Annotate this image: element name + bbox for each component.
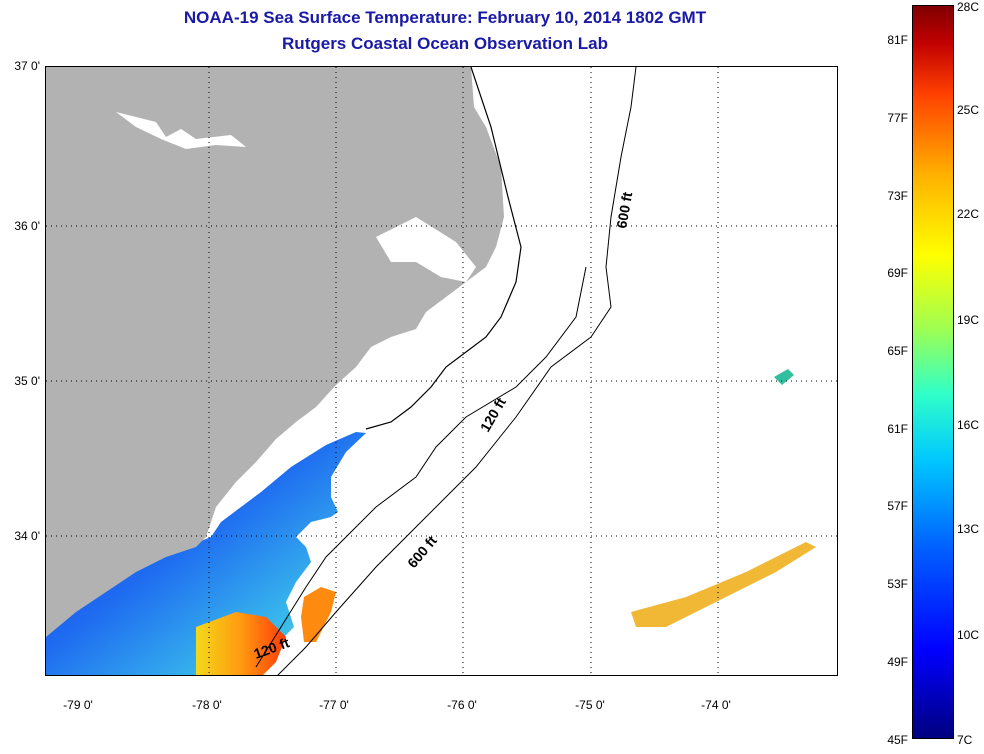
- lon-label-75: -75 0': [575, 698, 605, 712]
- colorbar-c-22: 22C: [957, 207, 980, 221]
- contour-label-600ft-north: 600 ft: [613, 190, 635, 229]
- temperature-colorbar: [912, 5, 954, 739]
- lat-label-35: 35 0': [14, 374, 40, 388]
- sst-coastal-patch: [46, 432, 366, 675]
- colorbar-f-57: 57F: [887, 499, 908, 513]
- sst-teal-spot: [774, 369, 794, 385]
- colorbar-f-69: 69F: [887, 266, 908, 280]
- lon-label-76: -76 0': [447, 698, 477, 712]
- barrier-islands: [365, 67, 522, 430]
- contour-label-120ft-north: 120 ft: [477, 395, 509, 435]
- map-subtitle: Rutgers Coastal Ocean Observation Lab: [282, 34, 608, 53]
- colorbar-c-28: 28C: [957, 0, 980, 14]
- lat-label-36: 36 0': [14, 219, 40, 233]
- land-inland-water: [116, 112, 246, 149]
- colorbar-f-73: 73F: [887, 189, 908, 203]
- colorbar-f-65: 65F: [887, 344, 908, 358]
- contour-120ft: [255, 266, 587, 668]
- contour-600ft: [277, 67, 637, 675]
- colorbar-f-61: 61F: [887, 422, 908, 436]
- lon-label-79: -79 0': [63, 698, 93, 712]
- sst-warm-patch: [196, 612, 286, 675]
- colorbar-c-25: 25C: [957, 103, 980, 117]
- colorbar-f-81: 81F: [887, 33, 908, 47]
- colorbar-c-13: 13C: [957, 522, 980, 536]
- colorbar-c-16: 16C: [957, 418, 980, 432]
- map-canvas: 600 ft 600 ft 120 ft 120 ft: [46, 67, 837, 675]
- colorbar-f-45: 45F: [887, 733, 908, 747]
- sst-warm-blob: [301, 587, 336, 642]
- sst-warm-offshore: [631, 542, 816, 627]
- lon-label-77: -77 0': [319, 698, 349, 712]
- graticule: [46, 67, 837, 675]
- lon-label-74: -74 0': [701, 698, 731, 712]
- colorbar-f-53: 53F: [887, 577, 908, 591]
- map-title: NOAA-19 Sea Surface Temperature: Februar…: [183, 8, 707, 27]
- lon-label-78: -78 0': [192, 698, 222, 712]
- land-mainland: [46, 67, 504, 637]
- contour-label-600ft-south: 600 ft: [404, 532, 440, 571]
- colorbar-f-77: 77F: [887, 111, 908, 125]
- colorbar-f-49: 49F: [887, 655, 908, 669]
- colorbar-c-7: 7C: [957, 733, 973, 747]
- land-sound-gap: [376, 217, 476, 282]
- sst-map[interactable]: 600 ft 600 ft 120 ft 120 ft: [45, 66, 838, 676]
- colorbar-c-10: 10C: [957, 628, 980, 642]
- colorbar-c-19: 19C: [957, 313, 980, 327]
- lat-label-37: 37 0': [14, 59, 40, 73]
- lat-label-34: 34 0': [14, 529, 40, 543]
